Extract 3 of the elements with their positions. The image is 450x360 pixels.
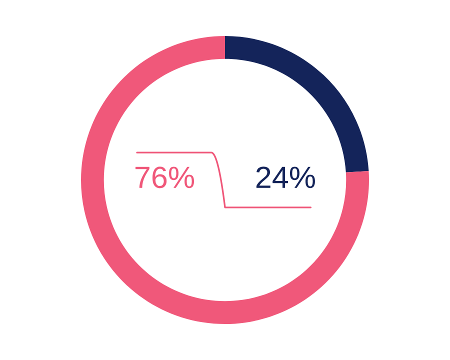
donut-slice [81, 36, 369, 324]
data-label: 24% [256, 166, 315, 188]
data-label: 76% [136, 166, 194, 188]
